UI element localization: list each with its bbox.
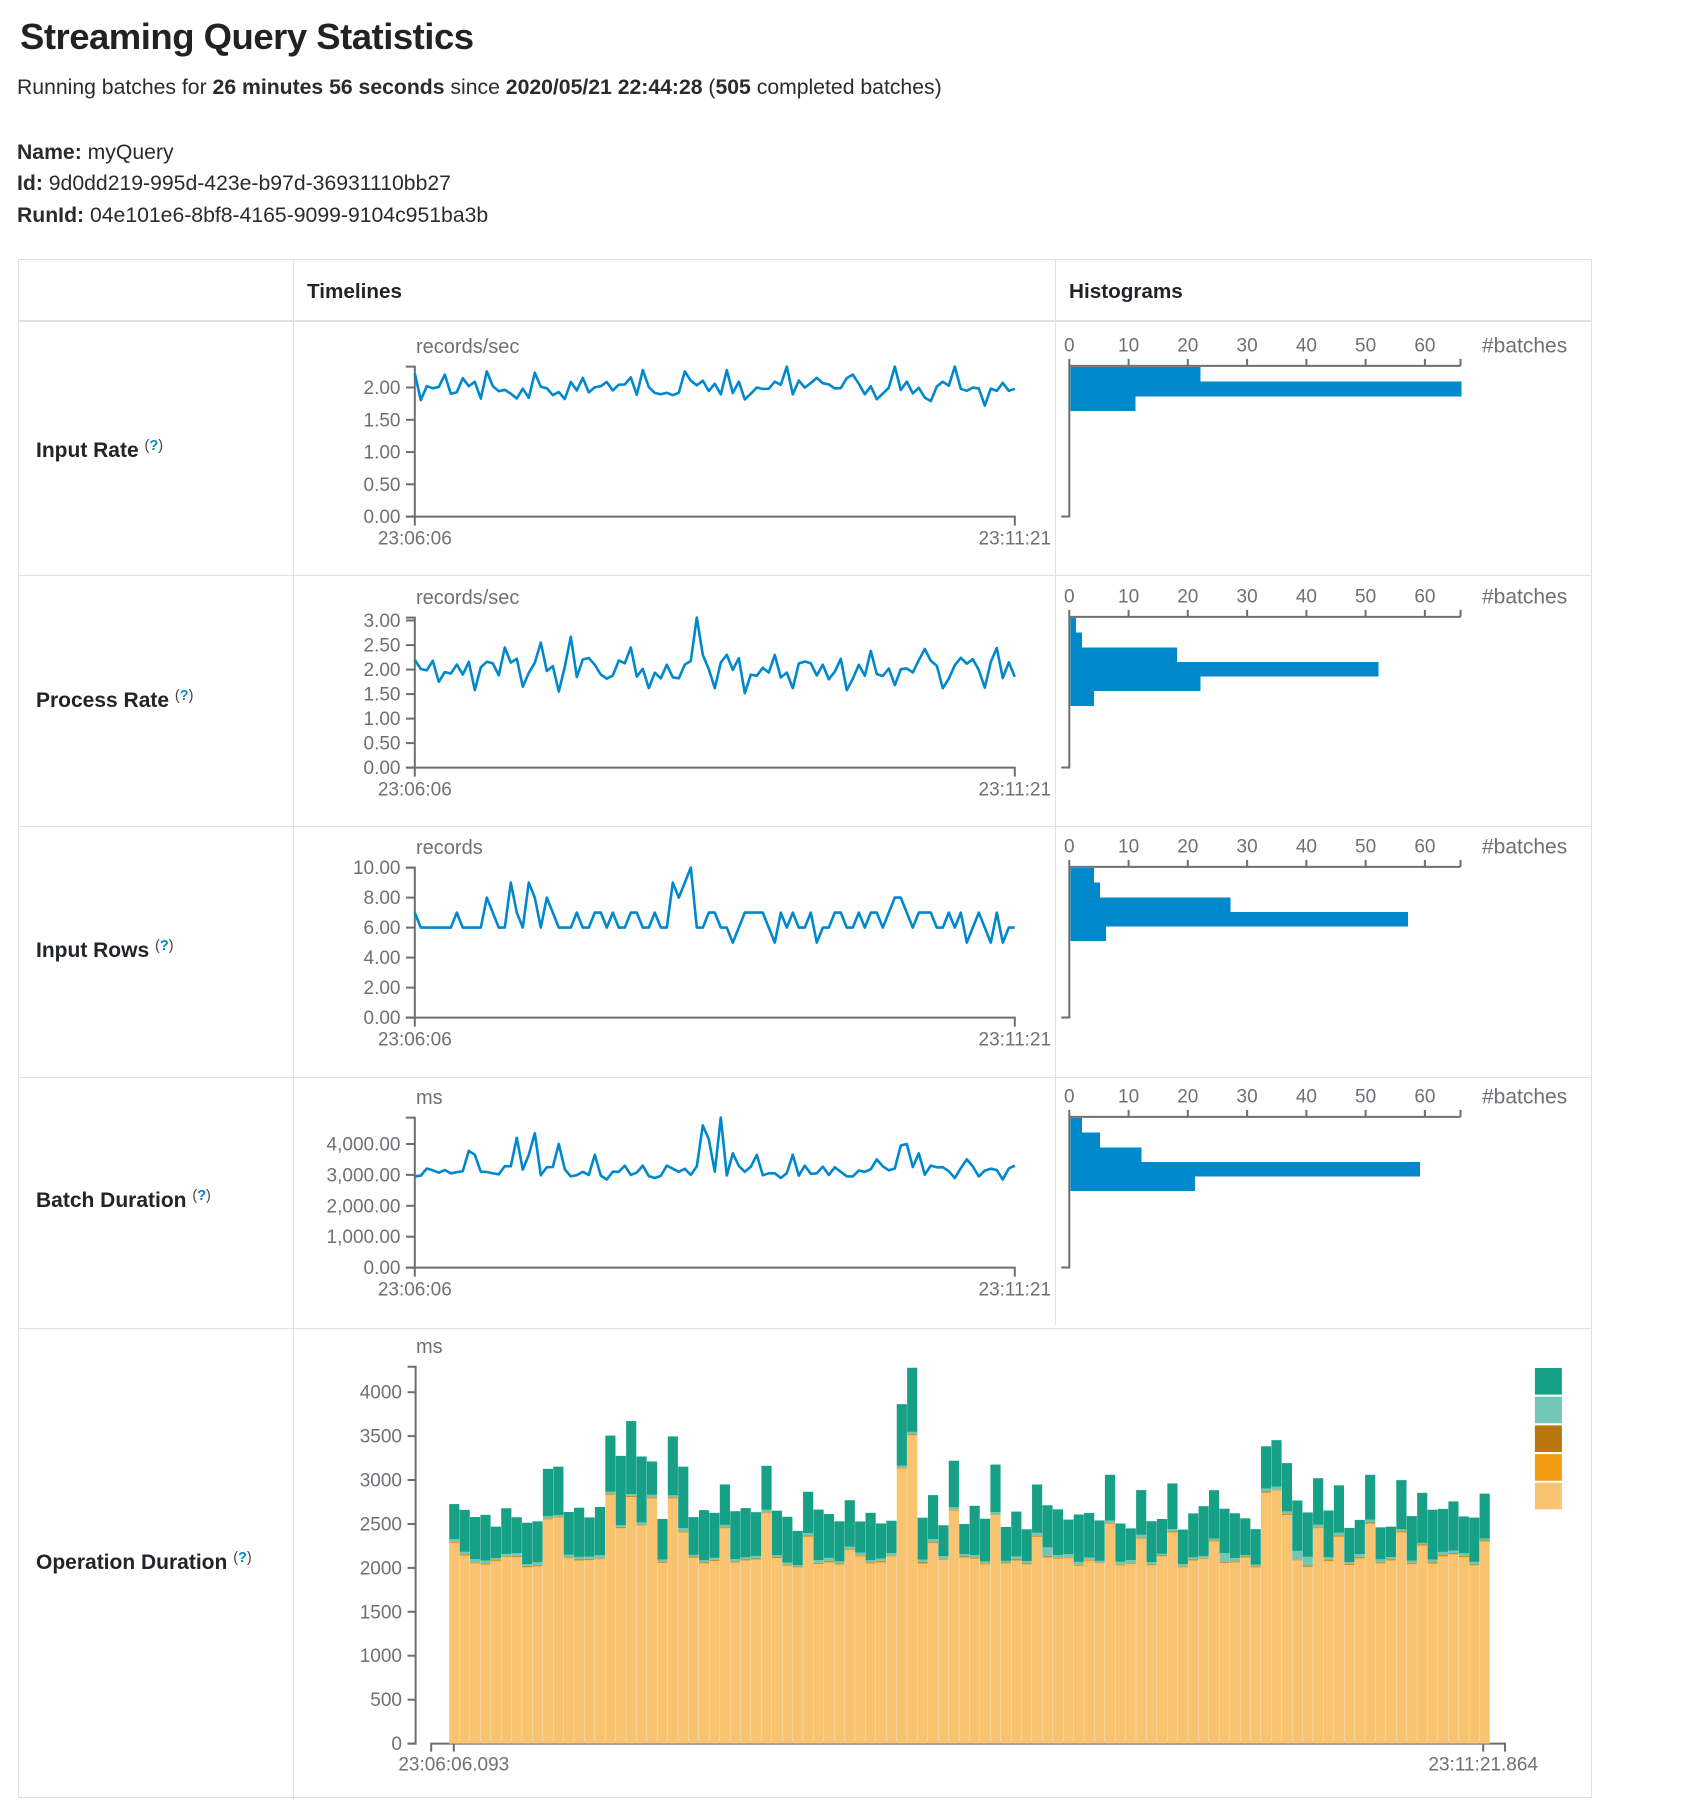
svg-text:2500: 2500 [360, 1514, 402, 1535]
svg-text:60: 60 [1414, 586, 1435, 607]
svg-text:0.00: 0.00 [364, 1008, 401, 1029]
svg-text:40: 40 [1296, 586, 1317, 607]
svg-text:23:11:21.864: 23:11:21.864 [1428, 1754, 1538, 1775]
svg-text:0.00: 0.00 [364, 758, 401, 779]
svg-text:20: 20 [1177, 1086, 1198, 1107]
svg-text:0.00: 0.00 [364, 1258, 401, 1279]
svg-text:records: records [416, 837, 483, 859]
svg-text:10: 10 [1118, 1086, 1139, 1107]
svg-text:0: 0 [1064, 1086, 1075, 1107]
svg-text:20: 20 [1177, 836, 1198, 857]
svg-text:#batches: #batches [1482, 585, 1567, 608]
svg-text:ms: ms [416, 1087, 443, 1109]
svg-text:3500: 3500 [360, 1426, 402, 1447]
svg-text:0.50: 0.50 [364, 475, 401, 496]
svg-text:20: 20 [1177, 336, 1198, 357]
svg-text:23:11:21: 23:11:21 [979, 1279, 1052, 1300]
svg-text:10: 10 [1118, 836, 1139, 857]
svg-text:40: 40 [1296, 1086, 1317, 1107]
svg-text:2,000.00: 2,000.00 [327, 1196, 401, 1217]
svg-text:23:06:06: 23:06:06 [378, 779, 452, 800]
svg-text:4.00: 4.00 [364, 948, 401, 969]
svg-text:0: 0 [1064, 836, 1075, 857]
svg-text:2.00: 2.00 [364, 378, 401, 399]
svg-text:ms: ms [416, 1336, 443, 1358]
svg-text:10.00: 10.00 [353, 858, 401, 879]
svg-text:2.50: 2.50 [364, 635, 401, 656]
svg-text:23:06:06: 23:06:06 [378, 529, 452, 550]
svg-text:30: 30 [1237, 586, 1258, 607]
svg-text:0: 0 [1064, 586, 1075, 607]
svg-text:#batches: #batches [1482, 335, 1567, 358]
svg-text:3000: 3000 [360, 1470, 402, 1491]
svg-text:23:11:21: 23:11:21 [979, 1029, 1052, 1050]
svg-text:60: 60 [1414, 336, 1435, 357]
svg-text:60: 60 [1414, 836, 1435, 857]
svg-text:1.00: 1.00 [364, 443, 401, 464]
svg-text:0: 0 [1064, 336, 1075, 357]
svg-text:60: 60 [1414, 1086, 1435, 1107]
svg-text:10: 10 [1118, 586, 1139, 607]
svg-text:6.00: 6.00 [364, 918, 401, 939]
svg-text:0.50: 0.50 [364, 733, 401, 754]
svg-text:0.00: 0.00 [364, 507, 401, 528]
svg-text:3,000.00: 3,000.00 [327, 1165, 401, 1186]
svg-text:1000: 1000 [360, 1646, 402, 1667]
svg-text:#batches: #batches [1482, 835, 1567, 858]
svg-text:23:11:21: 23:11:21 [979, 529, 1052, 550]
svg-text:23:06:06: 23:06:06 [378, 1279, 452, 1300]
svg-text:records/sec: records/sec [416, 587, 519, 609]
svg-text:3.00: 3.00 [364, 611, 401, 632]
svg-text:8.00: 8.00 [364, 888, 401, 909]
svg-text:500: 500 [370, 1690, 402, 1711]
svg-text:20: 20 [1177, 586, 1198, 607]
svg-text:records/sec: records/sec [416, 336, 519, 358]
svg-text:50: 50 [1355, 336, 1376, 357]
svg-text:4000: 4000 [360, 1382, 402, 1403]
svg-text:10: 10 [1118, 336, 1139, 357]
svg-text:50: 50 [1355, 836, 1376, 857]
svg-text:50: 50 [1355, 586, 1376, 607]
svg-text:2.00: 2.00 [364, 660, 401, 681]
svg-text:0: 0 [391, 1734, 402, 1755]
svg-text:4,000.00: 4,000.00 [327, 1134, 401, 1155]
svg-text:1500: 1500 [360, 1602, 402, 1623]
svg-text:50: 50 [1355, 1086, 1376, 1107]
svg-text:30: 30 [1237, 1086, 1258, 1107]
svg-text:1.50: 1.50 [364, 410, 401, 431]
svg-text:23:06:06: 23:06:06 [378, 1029, 452, 1050]
svg-text:30: 30 [1237, 836, 1258, 857]
svg-text:2000: 2000 [360, 1558, 402, 1579]
svg-text:30: 30 [1237, 336, 1258, 357]
svg-text:23:11:21: 23:11:21 [979, 779, 1052, 800]
svg-text:1.50: 1.50 [364, 684, 401, 705]
svg-text:1,000.00: 1,000.00 [327, 1227, 401, 1248]
svg-text:40: 40 [1296, 336, 1317, 357]
svg-text:#batches: #batches [1482, 1085, 1567, 1108]
svg-text:2.00: 2.00 [364, 978, 401, 999]
svg-text:23:06:06.093: 23:06:06.093 [398, 1754, 509, 1775]
svg-text:40: 40 [1296, 836, 1317, 857]
svg-text:1.00: 1.00 [364, 709, 401, 730]
